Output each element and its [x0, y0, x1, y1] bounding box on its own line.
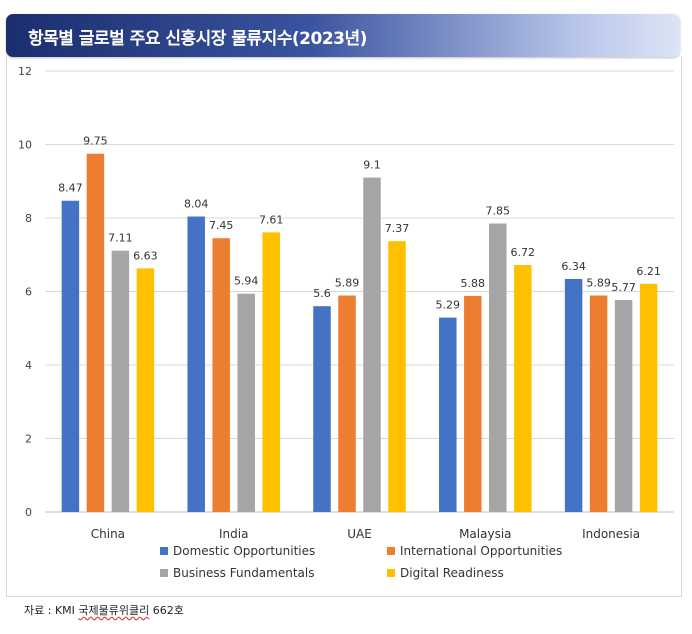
chart-title: 항목별 글로벌 주요 신흥시장 물류지수(2023년)	[28, 29, 367, 49]
bar	[363, 177, 381, 512]
x-tick-label: India	[219, 527, 248, 541]
y-tick-label: 10	[18, 139, 32, 152]
bar	[86, 153, 105, 512]
data-label: 7.45	[209, 219, 234, 232]
legend-swatch	[160, 547, 168, 555]
data-label: 7.11	[108, 232, 133, 245]
chart-frame	[6, 56, 682, 597]
legend-label: Business Fundamentals	[173, 566, 314, 580]
bar	[313, 306, 331, 512]
y-tick-label: 2	[25, 433, 32, 446]
y-tick-label: 0	[25, 506, 32, 519]
y-tick-label: 8	[25, 212, 32, 225]
bar	[111, 250, 130, 512]
bar	[614, 299, 633, 512]
data-label: 7.61	[259, 213, 284, 226]
bar	[589, 295, 608, 512]
source-prefix: 자료 : KMI	[24, 604, 79, 617]
data-label: 5.88	[461, 277, 486, 290]
source-note: 자료 : KMI 국제물류위클리 662호	[24, 602, 184, 618]
title-banner: 항목별 글로벌 주요 신흥시장 물류지수(2023년)	[6, 14, 680, 57]
bar	[212, 238, 230, 512]
y-tick-label: 12	[18, 65, 32, 78]
bar	[464, 295, 482, 512]
data-label: 9.1	[363, 159, 381, 172]
data-label: 5.94	[234, 275, 259, 288]
data-label: 5.89	[335, 277, 360, 290]
data-label: 9.75	[83, 135, 108, 148]
bar	[187, 216, 205, 512]
legend-label: Digital Readiness	[400, 566, 504, 580]
bar	[439, 317, 457, 512]
data-label: 6.34	[561, 260, 586, 273]
data-label: 6.63	[133, 249, 158, 262]
bar	[61, 200, 80, 513]
bar-chart: 0 2 4 6 8 10 12 8.47 9.75 7.116.63 China 8.047.45 5.…	[18, 65, 674, 580]
data-label: 5.89	[586, 277, 611, 290]
data-label: 7.37	[385, 222, 410, 235]
data-label: 6.72	[511, 246, 536, 259]
legend-swatch	[387, 569, 395, 577]
legend-label: International Opportunities	[400, 544, 562, 558]
bar	[564, 279, 583, 512]
bar	[338, 295, 356, 512]
legend-swatch	[160, 569, 168, 577]
source-publication: 국제물류위클리	[78, 604, 150, 617]
data-label: 6.21	[636, 265, 661, 278]
data-label: 5.77	[611, 281, 636, 294]
x-tick-label: China	[91, 527, 125, 541]
legend-label: Domestic Opportunities	[173, 544, 315, 558]
y-tick-label: 6	[25, 286, 32, 299]
data-label: 5.6	[313, 287, 331, 300]
bar	[489, 223, 507, 512]
x-tick-label: Indonesia	[582, 527, 640, 541]
bar	[262, 232, 280, 512]
data-label: 7.85	[486, 205, 511, 218]
data-label: 8.04	[184, 198, 209, 211]
source-suffix: 662호	[149, 604, 184, 617]
bar	[639, 283, 658, 512]
bar	[388, 241, 406, 512]
bar	[237, 293, 255, 512]
x-tick-label: UAE	[347, 527, 372, 541]
data-label: 5.29	[436, 299, 461, 312]
legend-swatch	[387, 547, 395, 555]
y-tick-label: 4	[25, 359, 32, 372]
data-label: 8.47	[58, 182, 83, 195]
x-tick-label: Malaysia	[459, 527, 511, 541]
bar	[136, 268, 155, 512]
bar	[514, 265, 532, 512]
